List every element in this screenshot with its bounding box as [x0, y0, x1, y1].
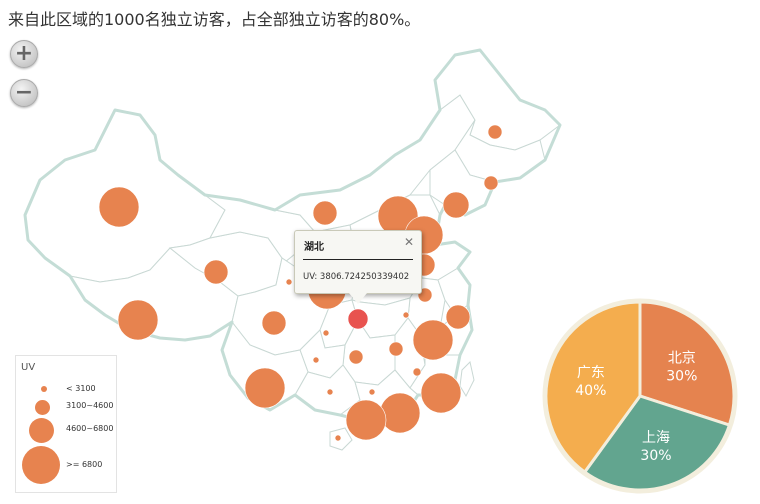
pie-slices	[542, 298, 738, 494]
region-bubble[interactable]	[388, 341, 404, 357]
legend-dot-small	[41, 386, 47, 392]
region-bubble[interactable]	[326, 388, 334, 396]
pie-slice-name: 广东	[577, 365, 605, 381]
region-bubble[interactable]	[487, 124, 503, 140]
region-bubble[interactable]	[117, 299, 159, 341]
legend: UV < 3100 3100~4600 4600~6800 >= 6800	[15, 355, 117, 493]
region-bubble[interactable]	[412, 319, 454, 361]
region-bubble[interactable]	[312, 356, 320, 364]
legend-dot-large	[29, 418, 54, 443]
tooltip-arrow	[349, 293, 367, 304]
zoom-out-button[interactable]: −	[10, 79, 38, 107]
legend-label: 4600~6800	[66, 424, 114, 433]
legend-label: < 3100	[66, 384, 96, 393]
region-bubble[interactable]	[261, 310, 287, 336]
region-bubble-hubei[interactable]	[347, 308, 369, 330]
legend-label: >= 6800	[66, 460, 103, 469]
pie-slice[interactable]	[638, 300, 736, 427]
pie-slice-percent: 40%	[575, 383, 606, 399]
pie-slice[interactable]	[582, 394, 732, 492]
zoom-in-icon: +	[14, 41, 34, 66]
pie-slice[interactable]	[544, 300, 642, 475]
region-bubble[interactable]	[345, 399, 387, 441]
page-title: 来自此区域的1000名独立访客，占全部独立访客的80%。	[8, 10, 421, 29]
zoom-in-button[interactable]: +	[10, 40, 38, 68]
pie-slice-percent: 30%	[666, 369, 697, 385]
legend-dot-xlarge	[22, 446, 60, 484]
region-bubble[interactable]	[412, 367, 422, 377]
region-bubble[interactable]	[348, 349, 364, 365]
region-bubble[interactable]	[483, 175, 499, 191]
legend-dot-medium	[35, 400, 50, 415]
legend-label: 3100~4600	[66, 401, 114, 410]
tooltip-title: 湖北	[304, 242, 324, 253]
pie-chart: 北京 30% 上海 30% 广东 40%	[542, 298, 738, 494]
region-bubble[interactable]	[445, 304, 471, 330]
close-icon[interactable]: ✕	[403, 235, 414, 249]
pie-ring	[542, 298, 738, 494]
region-bubble[interactable]	[420, 372, 462, 414]
pie-slice-name: 北京	[668, 351, 696, 367]
tooltip: 湖北 ✕ UV: 3806.724250339402	[294, 230, 422, 304]
region-bubble[interactable]	[334, 434, 342, 442]
region-bubble[interactable]	[244, 367, 286, 409]
pie-labels: 北京 30% 上海 30% 广东 40%	[575, 351, 697, 465]
region-bubble[interactable]	[379, 392, 421, 434]
province-taiwan[interactable]	[459, 361, 475, 398]
region-bubble[interactable]	[402, 311, 410, 319]
region-bubble[interactable]	[203, 259, 229, 285]
legend-title: UV	[21, 362, 36, 373]
region-bubble[interactable]	[322, 329, 330, 337]
tooltip-value: UV: 3806.724250339402	[303, 272, 410, 282]
pie-slice-name: 上海	[642, 430, 670, 446]
tooltip-divider	[303, 259, 413, 260]
region-bubble[interactable]	[312, 200, 338, 226]
region-bubble[interactable]	[285, 278, 293, 286]
region-bubble[interactable]	[442, 191, 470, 219]
region-bubble[interactable]	[98, 186, 140, 228]
region-bubble[interactable]	[368, 388, 376, 396]
zoom-out-icon: −	[14, 80, 34, 105]
pie-slice-percent: 30%	[640, 448, 671, 464]
